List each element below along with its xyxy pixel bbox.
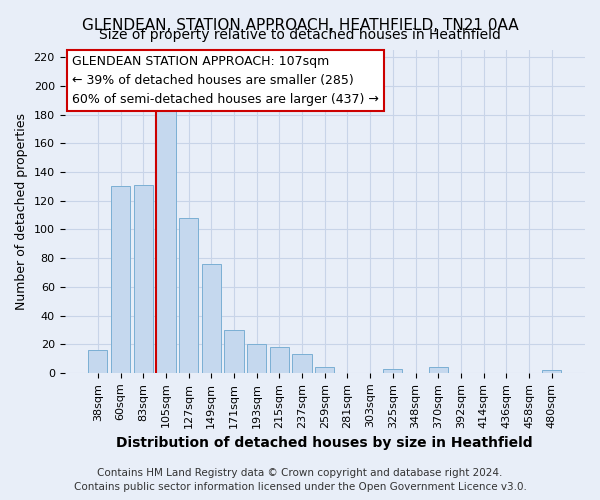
Bar [315, 367, 334, 373]
Text: GLENDEAN STATION APPROACH: 107sqm
← 39% of detached houses are smaller (285)
60%: GLENDEAN STATION APPROACH: 107sqm ← 39% … [73, 55, 379, 106]
Y-axis label: Number of detached properties: Number of detached properties [15, 113, 28, 310]
Bar [292, 354, 312, 373]
Bar [134, 185, 153, 373]
Bar [156, 109, 176, 373]
X-axis label: Distribution of detached houses by size in Heathfield: Distribution of detached houses by size … [116, 436, 533, 450]
Bar [542, 370, 562, 373]
Bar [179, 218, 198, 373]
Bar [247, 344, 266, 373]
Text: GLENDEAN, STATION APPROACH, HEATHFIELD, TN21 0AA: GLENDEAN, STATION APPROACH, HEATHFIELD, … [82, 18, 518, 32]
Bar [202, 264, 221, 373]
Text: Contains HM Land Registry data © Crown copyright and database right 2024.
Contai: Contains HM Land Registry data © Crown c… [74, 468, 526, 492]
Bar [270, 347, 289, 373]
Bar [88, 350, 107, 373]
Bar [111, 186, 130, 373]
Text: Size of property relative to detached houses in Heathfield: Size of property relative to detached ho… [99, 28, 501, 42]
Bar [428, 367, 448, 373]
Bar [383, 368, 403, 373]
Bar [224, 330, 244, 373]
